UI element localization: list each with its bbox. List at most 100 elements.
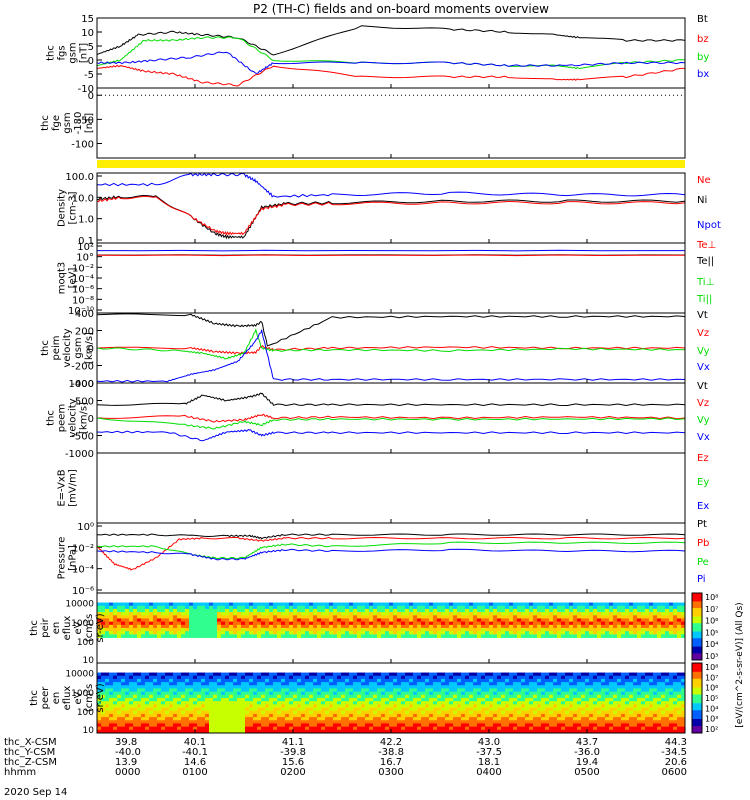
colorbar-segment	[692, 619, 702, 622]
y-axis-label-line: gsm	[68, 42, 79, 63]
legend-Pe: Pe	[697, 557, 709, 568]
colorbar-segment	[692, 720, 702, 723]
legend-Te⊥: Te⊥	[696, 240, 716, 251]
y-axis-label-line: thc	[29, 620, 40, 636]
panel-2	[97, 160, 685, 168]
y-tick-label: 1000	[69, 379, 94, 390]
y-tick-label: -5	[84, 70, 94, 81]
y-tick-label: 200	[75, 327, 94, 338]
colorbar-segment	[692, 646, 702, 649]
colorbar-segment	[692, 712, 702, 715]
series-Te⊥	[96, 254, 686, 257]
y-tick-label: 10	[83, 656, 95, 666]
y-axis-label: thcpeerenefluxeV(cm²ssr-eV)	[29, 683, 106, 712]
y-axis-label-line: eV	[73, 691, 84, 704]
series-bz	[96, 64, 685, 87]
time-axis-value: 43.0	[478, 737, 500, 748]
legend-Vt: Vt	[697, 310, 708, 321]
colorbar-segment	[692, 598, 702, 601]
time-axis-value: 0400	[476, 767, 501, 778]
colorbar-segment	[692, 649, 702, 653]
time-axis-value: 0500	[574, 767, 599, 778]
figure-title: P2 (TH-C) fields and on-board moments ov…	[253, 2, 549, 16]
y-tick-label: -200	[71, 362, 94, 373]
series-Vx	[96, 329, 686, 383]
colorbar-segment	[692, 703, 702, 706]
date-label: 2020 Sep 14	[4, 787, 67, 798]
time-axis-row-label: thc_Y-CSM	[4, 747, 55, 758]
spectrogram	[97, 672, 686, 734]
colorbar-segment	[692, 705, 702, 708]
time-axis-value: 20.6	[665, 757, 687, 768]
colorbar-tick-label: 10⁴	[705, 704, 718, 713]
y-tick-label: 10⁰	[77, 522, 94, 533]
y-axis-label-line: en	[51, 622, 62, 635]
colorbar-segment	[692, 663, 702, 666]
colorbar-tick-label: 10⁵	[705, 628, 718, 637]
series-Bt	[96, 25, 686, 56]
y-tick-label: 0	[88, 344, 94, 355]
colorbar-segment	[692, 634, 702, 638]
colorbar-segment	[692, 609, 702, 612]
colorbar-segment	[692, 629, 702, 633]
colorbar-segment	[692, 633, 702, 636]
y-axis-label-line: gsm	[73, 337, 84, 358]
y-axis-label: Pressure[nPa]	[57, 537, 79, 580]
time-axis-value: -40.1	[182, 747, 208, 758]
colorbar-segment	[692, 729, 702, 732]
colorbar-segment	[692, 696, 702, 699]
colorbar-segment	[692, 604, 702, 607]
y-axis-label-line: en	[51, 692, 62, 705]
y-tick-label: -50	[78, 115, 94, 126]
colorbar-segment	[692, 616, 702, 619]
y-tick-label: 10⁻¹⁰	[68, 306, 94, 317]
time-axis-row-label: thc_Z-CSM	[4, 757, 57, 768]
legend-Pb: Pb	[697, 538, 709, 549]
y-tick-label: 10⁻⁶	[72, 586, 94, 597]
y-tick-label: 100	[77, 708, 94, 718]
colorbar-segment	[692, 601, 702, 604]
axes-frame	[96, 172, 686, 244]
time-axis-value: 39.8	[115, 737, 137, 748]
y-tick-label: -500	[71, 432, 94, 443]
colorbar-segment	[692, 724, 702, 727]
colorbar-segment	[692, 636, 702, 639]
time-axis-value: 0300	[378, 767, 403, 778]
panel-1: 0 -50 -100 thcfgegsm-180[nT]	[40, 87, 686, 159]
y-tick-label: 15	[81, 14, 94, 25]
series-Vx	[96, 429, 686, 442]
series-Ni	[96, 195, 686, 240]
y-axis-label-line: peir	[40, 617, 51, 637]
colorbar-tick-label: 10³	[705, 715, 718, 724]
legend-Te||: Te||	[696, 256, 714, 267]
y-tick-label: 10.0	[72, 193, 94, 204]
colorbar-segment	[692, 618, 702, 621]
legend-Ti⊥: Ti⊥	[696, 277, 714, 288]
colorbar-label: [eV/(cm^2-s-sr-eV)] (All Qs)	[735, 602, 745, 727]
colorbar-segment	[692, 706, 702, 709]
colorbar-segment	[692, 698, 702, 701]
colorbar-segment	[692, 644, 702, 648]
colorbar-segment	[692, 719, 702, 722]
colorbar-segment	[692, 691, 702, 694]
y-axis-label-line: [eV]	[68, 268, 79, 289]
colorbar-segment	[692, 631, 702, 634]
colorbar-segment	[692, 593, 702, 596]
colorbar-segment	[692, 623, 702, 626]
legend-bx: bx	[697, 69, 709, 80]
colorbar-tick-label: 10⁵	[705, 694, 718, 703]
series-Ti⊥	[96, 249, 685, 252]
panel-9: 10000 1000 100 10 thcpeirenefluxeV(cm²ssr-eV…	[29, 592, 686, 666]
time-axis-value: 16.7	[380, 757, 402, 768]
axes-frame	[96, 452, 686, 524]
time-axis-value: 0000	[115, 767, 140, 778]
colorbar-segment	[692, 710, 702, 713]
legend-Ex: Ex	[697, 501, 709, 512]
time-axis-value: -40.0	[115, 747, 141, 758]
y-tick-label: 10	[83, 726, 95, 736]
colorbar-segment	[692, 731, 702, 734]
time-axis-value: 0100	[182, 767, 207, 778]
colorbar-tick-label: 10²	[705, 725, 718, 734]
colorbar-tick-label: 10⁷	[705, 605, 718, 614]
